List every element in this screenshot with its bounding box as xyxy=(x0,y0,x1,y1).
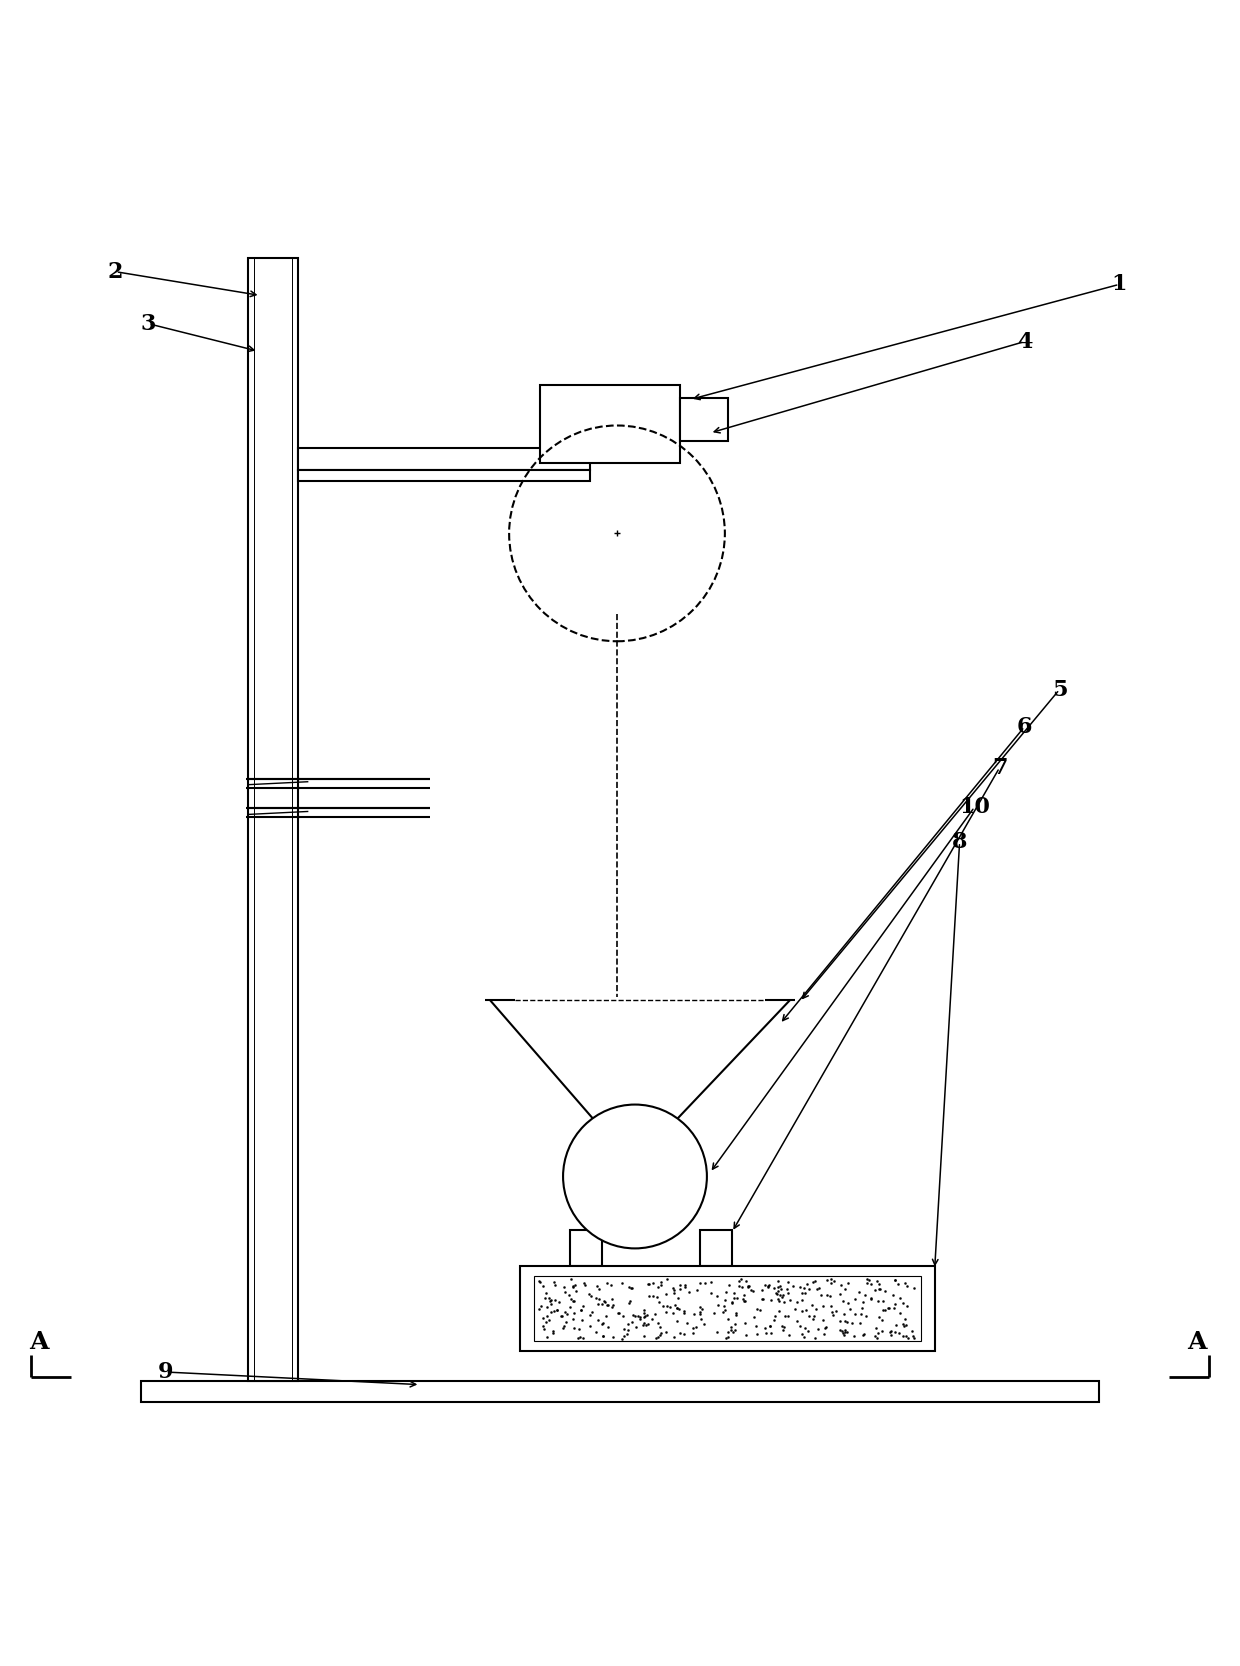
Text: 3: 3 xyxy=(141,313,156,335)
Circle shape xyxy=(563,1105,707,1248)
Bar xyxy=(299,470,590,481)
Bar xyxy=(541,385,680,463)
Bar xyxy=(520,1266,935,1351)
Text: 8: 8 xyxy=(952,831,967,853)
Bar xyxy=(534,1276,920,1341)
Text: 2: 2 xyxy=(108,260,123,283)
Bar xyxy=(248,258,299,1381)
Text: 4: 4 xyxy=(1017,330,1032,353)
Text: 5: 5 xyxy=(1052,678,1068,700)
Text: 6: 6 xyxy=(1017,716,1032,738)
Text: 1: 1 xyxy=(1112,273,1127,295)
Bar xyxy=(699,1230,732,1266)
Bar xyxy=(299,448,590,470)
Bar xyxy=(570,1230,603,1266)
Text: 10: 10 xyxy=(960,796,990,818)
Text: 9: 9 xyxy=(157,1361,174,1383)
Text: A: A xyxy=(1188,1329,1207,1354)
Text: A: A xyxy=(29,1329,48,1354)
Bar xyxy=(140,1381,1100,1401)
Bar xyxy=(680,398,728,441)
Text: 7: 7 xyxy=(992,756,1007,778)
